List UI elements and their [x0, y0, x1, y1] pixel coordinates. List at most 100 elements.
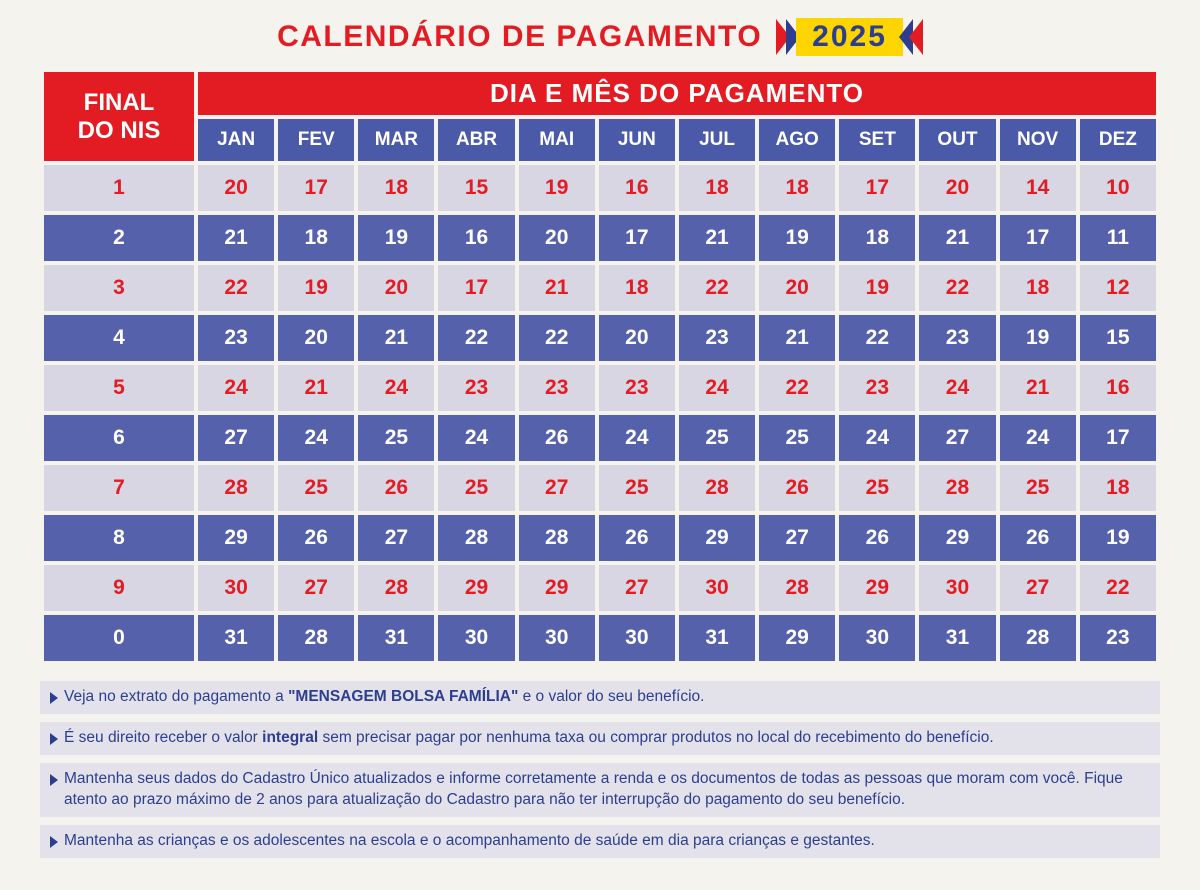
day-cell: 30 [198, 565, 274, 611]
day-cell: 24 [358, 365, 434, 411]
month-header: DEZ [1080, 119, 1156, 161]
day-cell: 22 [919, 265, 995, 311]
day-cell: 15 [438, 165, 514, 211]
table-row: 8292627282826292726292619 [44, 515, 1156, 561]
table-row: 2211819162017211918211711 [44, 215, 1156, 261]
day-cell: 26 [1000, 515, 1076, 561]
day-cell: 27 [278, 565, 354, 611]
day-cell: 22 [759, 365, 835, 411]
day-cell: 23 [1080, 615, 1156, 661]
day-cell: 31 [358, 615, 434, 661]
day-cell: 19 [759, 215, 835, 261]
bullet-icon [50, 733, 58, 745]
day-cell: 21 [919, 215, 995, 261]
day-cell: 25 [438, 465, 514, 511]
month-header: FEV [278, 119, 354, 161]
day-cell: 20 [358, 265, 434, 311]
month-header: ABR [438, 119, 514, 161]
day-cell: 16 [1080, 365, 1156, 411]
nis-header-line2: DO NIS [78, 117, 161, 144]
day-cell: 27 [1000, 565, 1076, 611]
year-value: 2025 [796, 18, 903, 56]
day-cell: 24 [679, 365, 755, 411]
page-title-row: CALENDÁRIO DE PAGAMENTO 2025 [40, 18, 1160, 56]
bullet-icon [50, 836, 58, 848]
table-row: 9302728292927302829302722 [44, 565, 1156, 611]
day-cell: 14 [1000, 165, 1076, 211]
table-head: FINAL DO NIS DIA E MÊS DO PAGAMENTO JANF… [44, 72, 1156, 161]
day-cell: 26 [358, 465, 434, 511]
table-row: 4232021222220232122231915 [44, 315, 1156, 361]
day-cell: 30 [438, 615, 514, 661]
day-cell: 22 [519, 315, 595, 361]
day-cell: 31 [679, 615, 755, 661]
year-badge: 2025 [776, 18, 923, 56]
day-cell: 23 [519, 365, 595, 411]
day-cell: 16 [599, 165, 675, 211]
day-cell: 24 [599, 415, 675, 461]
day-cell: 30 [519, 615, 595, 661]
day-cell: 27 [919, 415, 995, 461]
day-cell: 30 [839, 615, 915, 661]
day-cell: 28 [519, 515, 595, 561]
day-cell: 22 [679, 265, 755, 311]
month-header: AGO [759, 119, 835, 161]
day-cell: 19 [1080, 515, 1156, 561]
note-text: Mantenha seus dados do Cadastro Único at… [64, 769, 1150, 811]
nis-cell: 9 [44, 565, 194, 611]
day-cell: 28 [358, 565, 434, 611]
month-header-row: JANFEVMARABRMAIJUNJULAGOSETOUTNOVDEZ [44, 119, 1156, 161]
note-text: É seu direito receber o valor integral s… [64, 728, 994, 749]
day-cell: 21 [519, 265, 595, 311]
day-cell: 17 [438, 265, 514, 311]
day-cell: 30 [919, 565, 995, 611]
day-cell: 20 [519, 215, 595, 261]
day-cell: 23 [679, 315, 755, 361]
day-cell: 21 [759, 315, 835, 361]
day-cell: 20 [278, 315, 354, 361]
day-cell: 25 [358, 415, 434, 461]
day-cell: 21 [679, 215, 755, 261]
note-text: Mantenha as crianças e os adolescentes n… [64, 831, 875, 852]
day-cell: 17 [1000, 215, 1076, 261]
day-cell: 28 [679, 465, 755, 511]
month-header: JUN [599, 119, 675, 161]
day-cell: 18 [599, 265, 675, 311]
note-text: Veja no extrato do pagamento a "MENSAGEM… [64, 687, 704, 708]
table-row: 5242124232323242223242116 [44, 365, 1156, 411]
day-cell: 20 [919, 165, 995, 211]
day-cell: 24 [438, 415, 514, 461]
day-cell: 21 [358, 315, 434, 361]
payment-calendar-table: FINAL DO NIS DIA E MÊS DO PAGAMENTO JANF… [40, 68, 1160, 665]
day-cell: 25 [1000, 465, 1076, 511]
chevron-left-icon [903, 19, 923, 55]
day-cell: 26 [278, 515, 354, 561]
day-cell: 17 [1080, 415, 1156, 461]
day-cell: 28 [198, 465, 274, 511]
day-cell: 21 [278, 365, 354, 411]
day-cell: 18 [759, 165, 835, 211]
day-cell: 29 [759, 615, 835, 661]
month-header: JAN [198, 119, 274, 161]
nis-cell: 0 [44, 615, 194, 661]
day-cell: 19 [519, 165, 595, 211]
day-cell: 17 [839, 165, 915, 211]
notes-section: Veja no extrato do pagamento a "MENSAGEM… [40, 681, 1160, 858]
day-cell: 19 [278, 265, 354, 311]
nis-cell: 4 [44, 315, 194, 361]
day-cell: 28 [759, 565, 835, 611]
day-cell: 27 [358, 515, 434, 561]
nis-cell: 8 [44, 515, 194, 561]
day-cell: 18 [1080, 465, 1156, 511]
day-cell: 18 [679, 165, 755, 211]
day-cell: 28 [919, 465, 995, 511]
day-cell: 29 [839, 565, 915, 611]
day-cell: 31 [198, 615, 274, 661]
day-cell: 24 [919, 365, 995, 411]
month-header: MAI [519, 119, 595, 161]
day-cell: 23 [599, 365, 675, 411]
day-cell: 18 [358, 165, 434, 211]
nis-cell: 1 [44, 165, 194, 211]
day-cell: 30 [679, 565, 755, 611]
day-cell: 23 [198, 315, 274, 361]
